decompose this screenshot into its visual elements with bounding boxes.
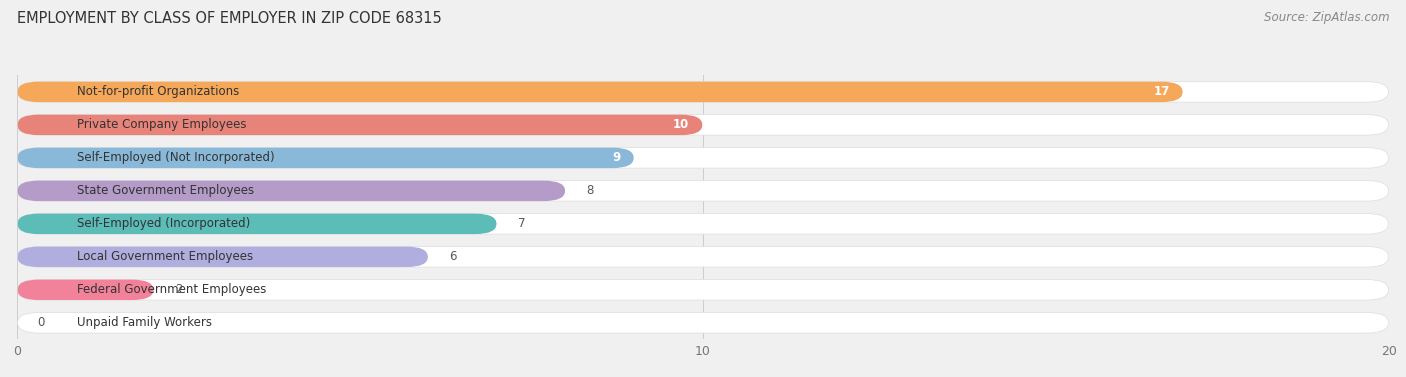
Text: State Government Employees: State Government Employees [77,184,254,197]
FancyBboxPatch shape [17,280,1389,300]
FancyBboxPatch shape [17,115,1389,135]
Text: 17: 17 [1153,86,1170,98]
Text: Not-for-profit Organizations: Not-for-profit Organizations [77,86,239,98]
Text: 6: 6 [449,250,457,263]
FancyBboxPatch shape [17,148,634,168]
Text: EMPLOYMENT BY CLASS OF EMPLOYER IN ZIP CODE 68315: EMPLOYMENT BY CLASS OF EMPLOYER IN ZIP C… [17,11,441,26]
Text: 2: 2 [174,284,183,296]
Text: Self-Employed (Not Incorporated): Self-Employed (Not Incorporated) [77,152,274,164]
FancyBboxPatch shape [17,214,1389,234]
FancyBboxPatch shape [17,247,427,267]
FancyBboxPatch shape [17,82,1182,102]
Text: Private Company Employees: Private Company Employees [77,118,246,131]
Text: Source: ZipAtlas.com: Source: ZipAtlas.com [1264,11,1389,24]
FancyBboxPatch shape [17,247,1389,267]
FancyBboxPatch shape [17,313,1389,333]
Text: Local Government Employees: Local Government Employees [77,250,253,263]
FancyBboxPatch shape [17,214,496,234]
FancyBboxPatch shape [17,181,565,201]
Text: 8: 8 [586,184,593,197]
FancyBboxPatch shape [17,280,153,300]
Text: 7: 7 [517,218,526,230]
Text: Unpaid Family Workers: Unpaid Family Workers [77,316,212,329]
Text: 9: 9 [613,152,620,164]
Text: 0: 0 [38,316,45,329]
Text: 10: 10 [673,118,689,131]
Text: Self-Employed (Incorporated): Self-Employed (Incorporated) [77,218,250,230]
FancyBboxPatch shape [17,148,1389,168]
Text: Federal Government Employees: Federal Government Employees [77,284,266,296]
FancyBboxPatch shape [17,115,703,135]
FancyBboxPatch shape [17,181,1389,201]
FancyBboxPatch shape [17,82,1389,102]
